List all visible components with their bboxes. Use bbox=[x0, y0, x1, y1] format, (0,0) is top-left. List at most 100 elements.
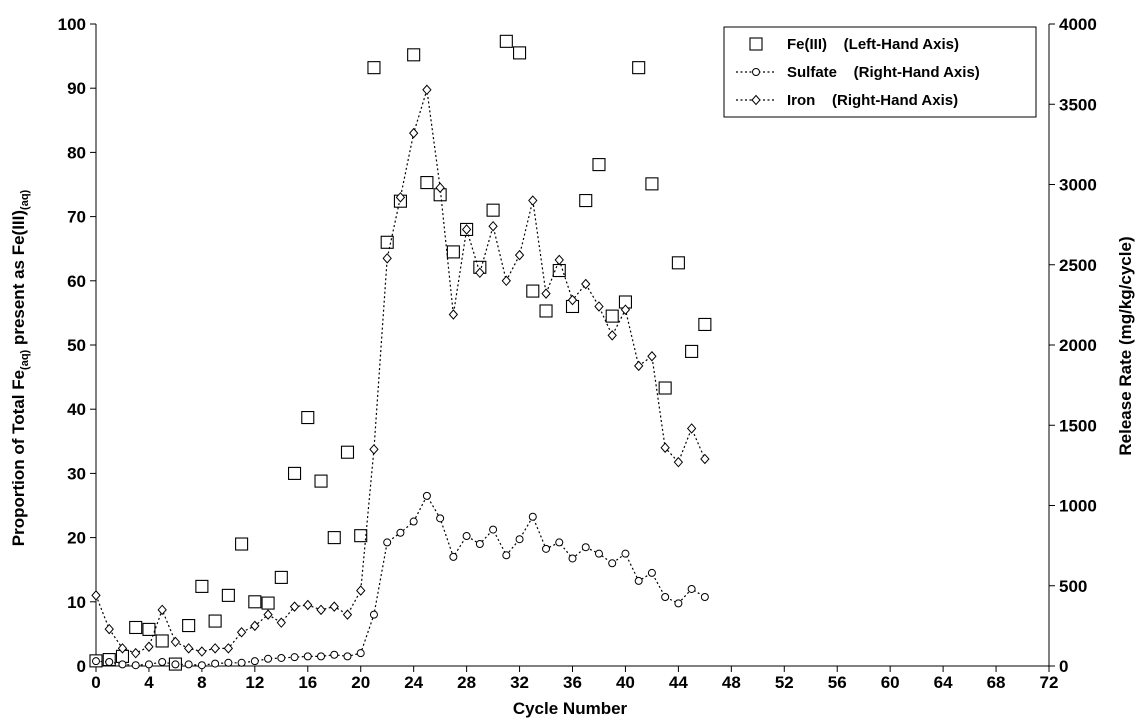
plot-frame bbox=[95, 24, 1050, 667]
data-point-diamond bbox=[461, 224, 472, 235]
data-point-diamond bbox=[369, 444, 379, 455]
data-point-diamond bbox=[620, 304, 631, 315]
data-point-diamond bbox=[594, 301, 604, 312]
series-line-diamond bbox=[95, 89, 706, 654]
data-point-square bbox=[592, 158, 606, 172]
data-point-diamond bbox=[329, 601, 339, 612]
legend-label: Sulfate (Right-Hand Axis) bbox=[787, 64, 980, 81]
data-point-circle bbox=[436, 514, 445, 523]
left-y-tick-label: 10 bbox=[67, 593, 86, 612]
data-point-circle bbox=[581, 543, 590, 552]
data-point-circle bbox=[369, 610, 378, 619]
x-tick-label: 16 bbox=[298, 673, 317, 692]
left-y-tick-label: 0 bbox=[77, 657, 86, 676]
data-point-circle bbox=[131, 661, 140, 670]
data-point-square bbox=[367, 61, 381, 75]
legend-label: Iron (Right-Hand Axis) bbox=[787, 92, 958, 109]
data-point-circle bbox=[277, 653, 286, 662]
legend-marker-circle bbox=[752, 68, 760, 76]
legend-entry-circle: Sulfate (Right-Hand Axis) bbox=[736, 64, 980, 81]
data-point-circle bbox=[250, 657, 259, 666]
data-point-diamond bbox=[408, 127, 419, 139]
data-point-diamond bbox=[528, 195, 538, 206]
x-axis-title: Cycle Number bbox=[513, 699, 628, 718]
x-tick-label: 0 bbox=[91, 673, 100, 692]
data-point-diamond bbox=[289, 601, 300, 612]
x-tick-label: 40 bbox=[616, 673, 635, 692]
legend-marker-diamond bbox=[751, 94, 761, 106]
left-y-tick-label: 100 bbox=[58, 15, 86, 34]
data-point-diamond bbox=[475, 267, 485, 279]
right-y-tick-label: 1000 bbox=[1059, 497, 1097, 516]
data-point-square bbox=[499, 34, 513, 48]
legend-box bbox=[723, 26, 1037, 118]
data-point-circle bbox=[634, 576, 643, 585]
data-point-square bbox=[340, 445, 355, 459]
left-y-tick-label: 90 bbox=[67, 79, 86, 98]
data-point-square bbox=[579, 194, 593, 208]
right-y-tick-label: 4000 bbox=[1059, 15, 1097, 34]
data-point-circle bbox=[356, 649, 365, 658]
left-y-tick-label: 60 bbox=[67, 272, 86, 291]
data-point-diamond bbox=[647, 350, 657, 362]
data-point-square bbox=[261, 596, 275, 610]
data-point-circle bbox=[594, 549, 603, 558]
left-y-tick-label: 40 bbox=[67, 400, 86, 419]
data-point-diamond bbox=[501, 275, 511, 287]
data-point-circle bbox=[555, 538, 564, 547]
legend-label: Fe(III) (Left-Hand Axis) bbox=[787, 36, 959, 53]
legend-marker-square bbox=[749, 37, 763, 51]
data-point-circle bbox=[475, 540, 484, 549]
data-point-circle bbox=[489, 525, 498, 534]
data-point-diamond bbox=[422, 84, 432, 96]
data-point-diamond bbox=[448, 309, 459, 320]
x-tick-label: 36 bbox=[563, 673, 582, 692]
data-point-diamond bbox=[342, 609, 353, 620]
right-y-tick-label: 2500 bbox=[1059, 256, 1097, 275]
data-point-circle bbox=[383, 538, 392, 547]
data-point-diamond bbox=[117, 643, 128, 654]
data-point-diamond bbox=[276, 617, 286, 628]
data-point-square bbox=[354, 529, 368, 543]
legend-entry-square: Fe(III) (Left-Hand Axis) bbox=[749, 36, 959, 53]
data-point-diamond bbox=[157, 604, 167, 616]
data-point-circle bbox=[621, 549, 630, 558]
data-point-diamond bbox=[223, 643, 234, 654]
data-point-diamond bbox=[673, 456, 684, 468]
left-y-title-sub1: (aq) bbox=[19, 349, 31, 370]
right-y-tick-label: 500 bbox=[1059, 577, 1087, 596]
data-point-diamond bbox=[700, 453, 710, 465]
data-point-diamond bbox=[250, 620, 260, 632]
left-y-title-part2: present as Fe(III) bbox=[9, 210, 28, 350]
data-point-square bbox=[195, 579, 209, 593]
data-point-circle bbox=[303, 652, 312, 661]
data-point-square bbox=[129, 620, 143, 635]
data-point-square bbox=[513, 46, 527, 60]
data-point-diamond bbox=[634, 360, 644, 372]
x-tick-label: 32 bbox=[510, 673, 529, 692]
data-point-diamond bbox=[263, 609, 273, 620]
data-point-square bbox=[446, 245, 460, 259]
x-tick-label: 68 bbox=[987, 673, 1006, 692]
data-point-diamond bbox=[607, 330, 617, 341]
data-point-circle bbox=[343, 652, 352, 661]
data-point-diamond bbox=[488, 220, 498, 232]
data-point-square bbox=[645, 177, 659, 191]
data-point-circle bbox=[144, 660, 153, 669]
x-tick-label: 24 bbox=[404, 673, 423, 692]
x-tick-label: 8 bbox=[197, 673, 206, 692]
data-point-circle bbox=[661, 592, 670, 601]
left-y-tick-label: 80 bbox=[67, 143, 86, 162]
data-point-square bbox=[155, 634, 169, 648]
x-axis-ticks: 0 4 8 12 16 20 24 28 32 36 40 44 48 52 56 60 64 68 72 bbox=[91, 666, 1058, 692]
data-point-circle bbox=[92, 657, 100, 666]
data-point-circle bbox=[211, 659, 220, 668]
data-point-square bbox=[182, 619, 196, 633]
data-point-diamond bbox=[303, 599, 313, 611]
data-point-circle bbox=[197, 661, 206, 670]
data-point-diamond bbox=[581, 278, 591, 290]
right-y-axis-title: Release Rate (mg/kg/cycle) bbox=[1116, 236, 1135, 455]
data-point-square bbox=[420, 176, 434, 190]
data-point-circle bbox=[568, 554, 577, 563]
right-y-axis-ticks: 0 500 1000 1500 2000 2500 3000 3500 4000 bbox=[1049, 15, 1097, 676]
